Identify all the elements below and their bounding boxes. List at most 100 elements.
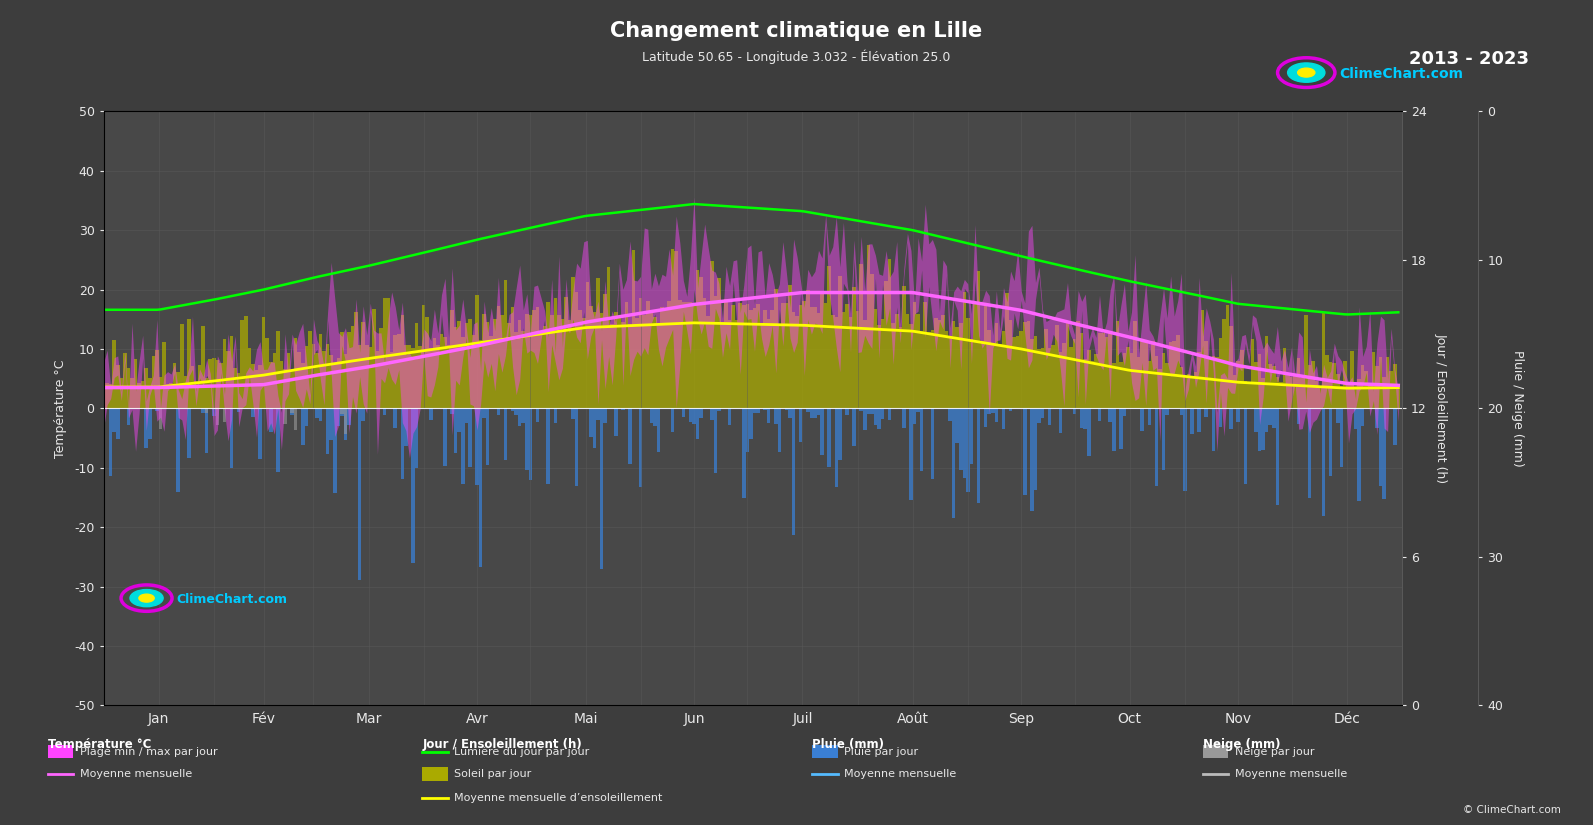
Bar (272, 353, 276, 408)
Bar (1308, 408, 1311, 497)
Bar (174, 363, 177, 408)
Bar (1300, 378, 1305, 408)
Bar (792, 408, 795, 535)
Bar (632, 250, 636, 408)
Bar (820, 408, 824, 455)
Bar (785, 303, 789, 408)
Bar (766, 318, 771, 408)
Bar (867, 408, 870, 414)
Text: Température °C: Température °C (48, 738, 151, 752)
Bar (307, 331, 312, 408)
Bar (1386, 357, 1389, 408)
Bar (624, 302, 628, 408)
Bar (322, 351, 327, 408)
Bar (927, 332, 930, 408)
Bar (806, 408, 809, 412)
Bar (465, 408, 468, 423)
Bar (1190, 408, 1193, 434)
Bar (1383, 377, 1386, 408)
Bar (177, 408, 180, 492)
Bar (1152, 342, 1155, 408)
Bar (1236, 408, 1239, 422)
Bar (1161, 353, 1166, 408)
Bar (1112, 363, 1115, 408)
Bar (916, 408, 919, 412)
Bar (1265, 408, 1268, 432)
Bar (1343, 361, 1346, 408)
Bar (1083, 408, 1086, 428)
Bar (205, 408, 209, 413)
Bar (252, 408, 255, 417)
Bar (269, 408, 272, 431)
Bar (710, 262, 714, 408)
Bar (1118, 362, 1123, 408)
Bar (1045, 329, 1048, 408)
Bar (191, 366, 194, 408)
Bar (511, 408, 515, 412)
Bar (959, 323, 962, 408)
Bar (812, 307, 817, 408)
Bar (919, 331, 924, 408)
Bar (806, 290, 809, 408)
Bar (446, 345, 451, 408)
Bar (892, 323, 895, 408)
Bar (749, 408, 752, 440)
Bar (1268, 408, 1271, 425)
Bar (653, 317, 656, 408)
Bar (148, 408, 151, 440)
Bar (1063, 343, 1066, 408)
Bar (913, 408, 916, 424)
Bar (636, 318, 639, 408)
Bar (472, 335, 475, 408)
Bar (650, 312, 653, 408)
Bar (1222, 319, 1225, 408)
Y-axis label: Pluie / Neige (mm): Pluie / Neige (mm) (1512, 350, 1525, 467)
Bar (1048, 348, 1051, 408)
Bar (330, 408, 333, 441)
Bar (792, 312, 795, 408)
Bar (1397, 384, 1400, 408)
Bar (728, 408, 731, 425)
Bar (344, 408, 347, 441)
Bar (706, 316, 710, 408)
Bar (650, 408, 653, 422)
Bar (824, 303, 827, 408)
Bar (742, 305, 746, 408)
Bar (457, 321, 460, 408)
Bar (1198, 408, 1201, 431)
Bar (1225, 305, 1230, 408)
Bar (817, 314, 820, 408)
Bar (785, 408, 789, 410)
Bar (1155, 408, 1158, 486)
Bar (714, 408, 717, 474)
Bar (425, 317, 429, 408)
Bar (414, 323, 419, 408)
Bar (863, 320, 867, 408)
Bar (1008, 408, 1013, 411)
Bar (980, 342, 984, 408)
Bar (757, 408, 760, 413)
Text: Plage min / max par jour: Plage min / max par jour (80, 747, 217, 757)
Bar (1308, 365, 1311, 408)
Bar (838, 408, 841, 460)
Bar (131, 379, 134, 408)
Bar (1311, 361, 1314, 408)
Bar (1251, 339, 1254, 408)
Bar (581, 318, 586, 408)
Text: ClimeChart.com: ClimeChart.com (1340, 68, 1464, 81)
Bar (1204, 408, 1207, 417)
Bar (339, 408, 344, 417)
Bar (382, 299, 387, 408)
Bar (237, 373, 241, 408)
Bar (945, 331, 948, 408)
Bar (436, 345, 440, 408)
Bar (1297, 357, 1300, 408)
Bar (1072, 339, 1077, 408)
Bar (881, 408, 884, 419)
Bar (327, 343, 330, 408)
Bar (515, 332, 518, 408)
Bar (1329, 362, 1332, 408)
Bar (671, 249, 674, 408)
Bar (460, 408, 465, 484)
Bar (766, 408, 771, 423)
